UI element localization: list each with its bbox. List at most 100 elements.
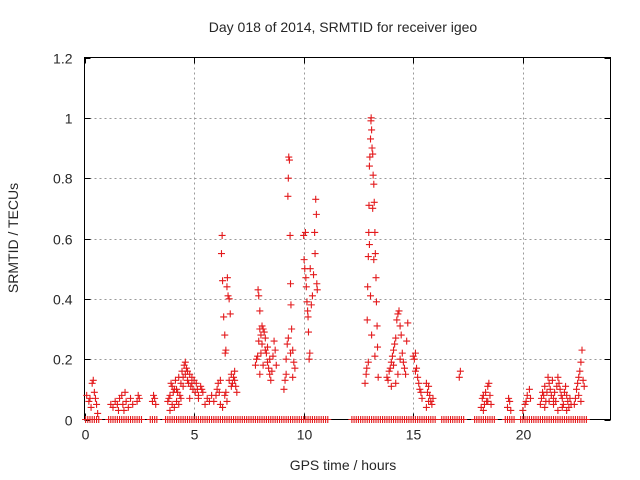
data-point <box>365 201 373 209</box>
data-point <box>416 385 424 393</box>
data-point <box>109 403 117 411</box>
data-point <box>456 367 464 375</box>
data-point <box>577 397 585 405</box>
data-point <box>365 241 373 249</box>
data-point <box>556 385 564 393</box>
data-point <box>544 373 552 381</box>
data-point <box>226 310 234 318</box>
data-point <box>173 385 181 393</box>
data-point <box>230 373 238 381</box>
data-point <box>137 416 145 423</box>
data-point <box>219 403 227 411</box>
data-point <box>576 367 584 375</box>
data-point <box>266 355 274 363</box>
data-point <box>176 391 184 399</box>
data-point <box>507 406 515 414</box>
data-point <box>486 391 494 399</box>
data-point <box>94 409 102 417</box>
data-point <box>392 334 400 342</box>
data-point <box>300 231 308 239</box>
y-tick-label: 0 <box>65 413 73 429</box>
data-point <box>269 352 277 360</box>
data-point <box>233 388 241 396</box>
data-point <box>484 382 492 390</box>
x-tick-label: 10 <box>297 427 313 443</box>
data-point <box>367 135 375 143</box>
data-point <box>523 391 531 399</box>
data-point <box>88 379 96 387</box>
data-point <box>231 367 239 375</box>
data-point <box>543 388 551 396</box>
data-point <box>571 394 579 402</box>
data-point <box>313 286 321 294</box>
data-point <box>306 265 314 273</box>
data-point <box>201 400 209 408</box>
data-point <box>194 394 202 402</box>
data-point <box>177 394 185 402</box>
data-point <box>370 198 378 206</box>
data-point <box>152 400 160 408</box>
data-point <box>385 367 393 375</box>
data-point <box>550 400 558 408</box>
x-axis-label: GPS time / hours <box>290 457 397 473</box>
data-point <box>127 394 135 402</box>
data-point <box>282 370 290 378</box>
data-point <box>394 370 402 378</box>
data-point <box>171 376 179 384</box>
data-point <box>392 379 400 387</box>
data-point <box>302 274 310 282</box>
data-point <box>114 406 122 414</box>
data-point <box>395 307 403 315</box>
data-point <box>562 382 570 390</box>
data-point <box>367 114 375 122</box>
x-tick-label: 0 <box>82 427 90 443</box>
data-point <box>404 319 412 327</box>
data-point <box>184 367 192 375</box>
data-point <box>221 391 229 399</box>
data-point <box>271 346 279 354</box>
x-tick-label: 15 <box>406 427 422 443</box>
data-point <box>175 400 183 408</box>
data-point <box>519 406 527 414</box>
data-point <box>300 256 308 264</box>
data-point <box>312 195 320 203</box>
data-point <box>387 382 395 390</box>
data-point <box>417 388 425 396</box>
data-point <box>580 382 588 390</box>
data-point <box>306 349 314 357</box>
data-point <box>311 250 319 258</box>
data-point <box>231 376 239 384</box>
data-point <box>390 346 398 354</box>
data-point <box>118 391 126 399</box>
data-point <box>217 250 225 258</box>
data-point <box>253 355 261 363</box>
data-point <box>221 331 229 339</box>
data-point <box>540 391 548 399</box>
y-tick-label: 0.4 <box>53 292 73 308</box>
data-point <box>303 298 311 306</box>
data-point <box>184 376 192 384</box>
data-point <box>371 352 379 360</box>
data-point <box>93 400 101 408</box>
y-tick-label: 0.2 <box>53 352 73 368</box>
data-point <box>301 228 309 236</box>
data-point <box>223 283 231 291</box>
data-point <box>166 391 174 399</box>
y-tick-label: 0.6 <box>53 232 73 248</box>
data-point <box>570 400 578 408</box>
data-point <box>555 379 563 387</box>
data-point <box>227 382 235 390</box>
data-point <box>369 150 377 158</box>
data-point <box>307 301 315 309</box>
data-point <box>521 400 529 408</box>
data-point <box>257 349 265 357</box>
data-point <box>579 376 587 384</box>
data-point <box>398 349 406 357</box>
data-point <box>426 391 434 399</box>
data-point <box>290 358 298 366</box>
data-point <box>367 292 375 300</box>
data-point <box>368 126 376 134</box>
data-point <box>182 364 190 372</box>
data-point <box>368 331 376 339</box>
